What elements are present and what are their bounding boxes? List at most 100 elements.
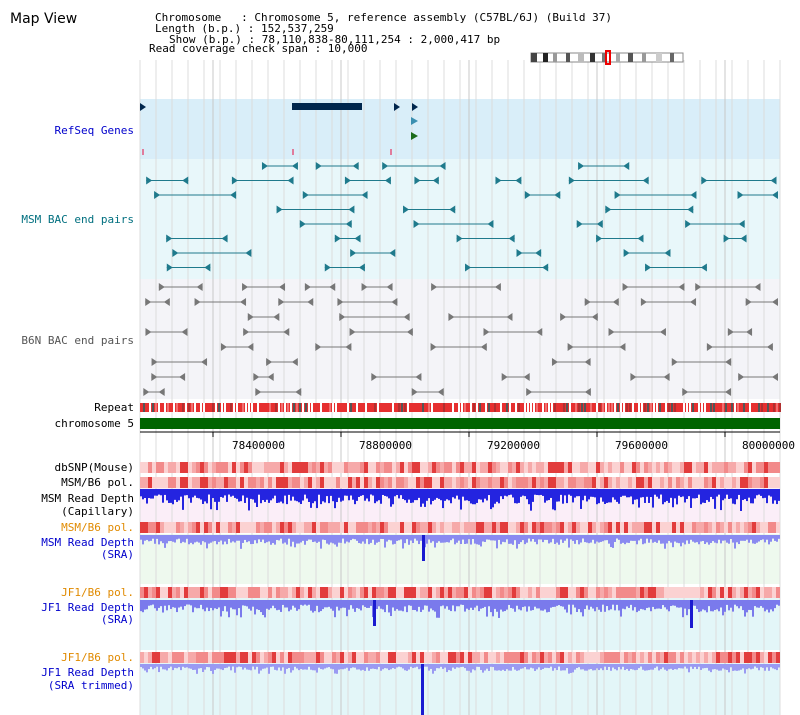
jf1-b6-pol-2-cell — [764, 652, 768, 663]
jf1-b6-pol-2-cell — [688, 652, 692, 663]
msm-b6-pol-cell — [620, 477, 624, 488]
track-label-b6n-bac[interactable]: B6N BAC end pairs — [21, 334, 134, 347]
dbsnp-cell — [344, 462, 348, 473]
track-label-refseq-genes[interactable]: RefSeq Genes — [55, 124, 134, 137]
repeat-block — [443, 403, 445, 412]
msm-sra-depth-bar — [434, 535, 436, 548]
msm-b6-pol-cell — [424, 477, 428, 488]
msm-sra-depth-bar — [566, 535, 568, 539]
msm-cap-depth-bar — [448, 489, 450, 501]
msm-b6-pol-cell — [564, 477, 568, 488]
jf1-sra-depth-bar — [156, 600, 158, 611]
msm-b6-pol-cell — [272, 477, 276, 488]
msm-b6-pol-sra-cell — [424, 522, 428, 533]
jf1-b6-pol-cell — [592, 587, 596, 598]
jf1-trim-depth-bar — [152, 664, 154, 670]
dbsnp-cell — [756, 462, 760, 473]
track-label-msm-bac[interactable]: MSM BAC end pairs — [21, 213, 134, 226]
msm-sra-depth-bar — [168, 535, 170, 542]
msm-bac-pair-end — [261, 162, 268, 170]
jf1-trim-depth-bar — [624, 664, 626, 671]
msm-b6-pol-sra-cell — [736, 522, 740, 533]
msm-sra-depth-bar — [494, 535, 496, 541]
jf1-trim-depth-bar — [426, 664, 428, 667]
jf1-trim-depth-bar — [686, 664, 688, 669]
msm-b6-pol-cell — [368, 477, 372, 488]
msm-sra-depth-bar — [268, 535, 270, 542]
msm-b6-pol-cell — [584, 477, 588, 488]
jf1-sra-depth-bar — [274, 600, 276, 609]
jf1-b6-pol-cell — [284, 587, 288, 598]
msm-cap-depth-bar — [536, 489, 538, 496]
msm-sra-depth-bar — [746, 535, 748, 540]
msm-cap-depth-bar — [530, 489, 532, 511]
jf1-sra-depth-bar — [526, 600, 528, 612]
b6n-bac-pair-end — [591, 313, 598, 321]
msm-cap-depth-bar — [590, 489, 592, 497]
jf1-b6-pol-2-cell — [380, 652, 384, 663]
jf1-trim-depth-bar — [608, 664, 610, 667]
msm-b6-pol-cell — [420, 477, 424, 488]
jf1-sra-depth-bar — [310, 600, 312, 611]
jf1-trim-depth-bar — [494, 664, 496, 671]
jf1-sra-depth-bar — [150, 600, 152, 606]
msm-sra-depth-bar — [314, 535, 316, 542]
repeat-block — [290, 403, 292, 412]
page-title: Map View — [10, 11, 77, 27]
jf1-trim-depth-bar — [632, 664, 634, 670]
jf1-trim-depth-bar — [464, 664, 466, 669]
msm-b6-pol-sra-cell — [248, 522, 252, 533]
msm-bac-pair-end — [456, 234, 463, 243]
jf1-b6-pol-cell — [756, 587, 760, 598]
chromosome-ideogram[interactable] — [530, 50, 684, 65]
msm-b6-pol-sra-cell — [164, 522, 168, 533]
msm-sra-depth-bar — [480, 535, 482, 547]
jf1-b6-pol-2-cell — [576, 652, 580, 663]
repeat-block — [185, 403, 187, 412]
msm-b6-pol-cell — [624, 477, 628, 488]
msm-b6-pol-sra-cell — [304, 522, 308, 533]
msm-sra-depth-bar — [192, 535, 194, 545]
msm-b6-pol-sra-cell — [636, 522, 640, 533]
jf1-sra-depth-bar — [728, 600, 730, 611]
msm-bac-pair-end — [723, 234, 730, 243]
msm-cap-depth-bar — [282, 489, 284, 504]
repeat-block — [395, 403, 397, 412]
msm-b6-pol-cell — [140, 477, 144, 488]
jf1-sra-depth-bar — [318, 600, 320, 613]
jf1-b6-pol-2-cell — [384, 652, 388, 663]
msm-b6-pol-sra-cell — [580, 522, 584, 533]
jf1-sra-depth-bar — [568, 600, 570, 605]
msm-b6-pol-cell — [768, 477, 772, 488]
msm-b6-pol-cell — [700, 477, 704, 488]
jf1-b6-pol-cell — [384, 587, 388, 598]
msm-b6-pol-cell — [300, 477, 304, 488]
jf1-trim-depth-bar — [150, 664, 152, 667]
msm-sra-depth-bar — [728, 535, 730, 544]
jf1-b6-pol-2-cell — [180, 652, 184, 663]
msm-sra-depth-bar — [156, 535, 158, 539]
jf1-trim-depth-bar — [512, 664, 514, 667]
jf1-trim-depth-bar — [522, 664, 524, 669]
repeat-block — [170, 403, 172, 412]
jf1-trim-depth-bar — [400, 664, 402, 668]
jf1-sra-depth-bar — [746, 600, 748, 613]
dbsnp-cell — [668, 462, 672, 473]
msm-bac-pair-end — [524, 191, 531, 199]
msm-cap-depth-bar — [554, 489, 556, 511]
repeat-block — [671, 403, 673, 412]
jf1-trim-depth-bar — [336, 664, 338, 674]
jf1-b6-pol-cell — [764, 587, 768, 598]
jf1-b6-pol-cell — [732, 587, 736, 598]
repeat-block — [209, 403, 211, 412]
repeat-block — [701, 403, 703, 412]
msm-b6-pol-cell — [600, 477, 604, 488]
coverage-info: Read coverage check span : 10,000 — [149, 42, 368, 55]
dbsnp-cell — [676, 462, 680, 473]
jf1-sra-depth-bar — [430, 600, 432, 609]
dbsnp-cell — [244, 462, 248, 473]
dbsnp-cell — [744, 462, 748, 473]
jf1-sra-depth-bar — [648, 600, 650, 608]
msm-cap-depth-bar — [762, 489, 764, 499]
